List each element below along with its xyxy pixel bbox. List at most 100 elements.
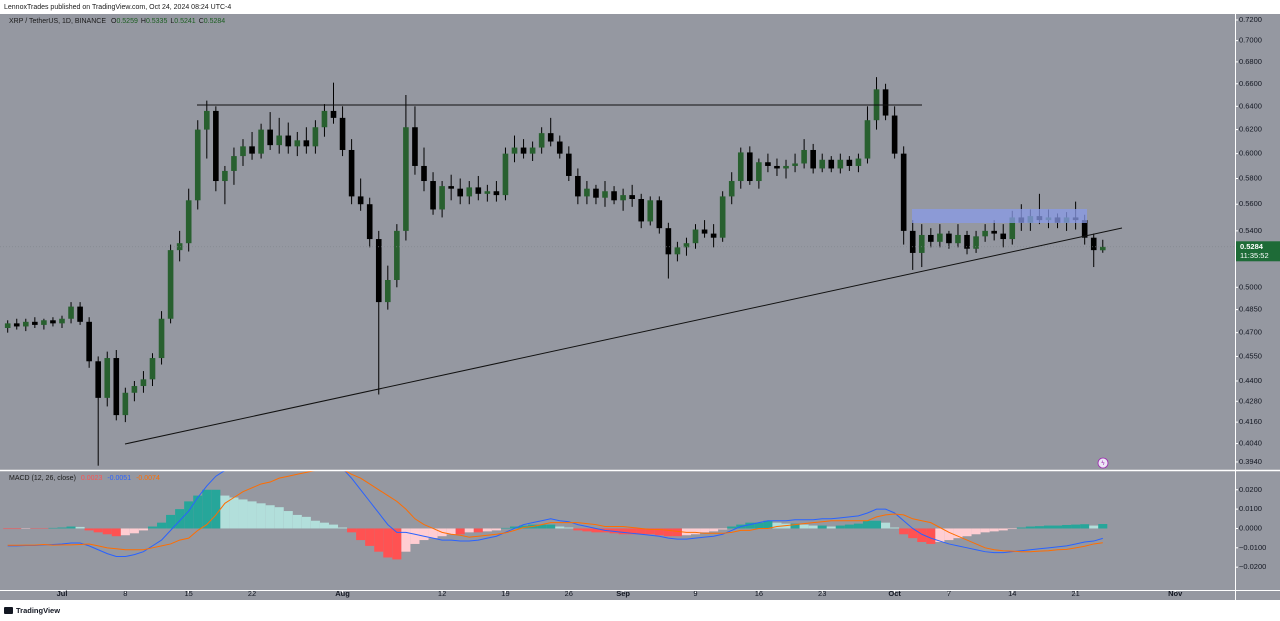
x-tick-label: 12 bbox=[438, 589, 446, 598]
candle-body bbox=[131, 386, 138, 393]
macd-histogram-bar bbox=[48, 527, 58, 529]
macd-histogram-bar bbox=[582, 528, 592, 532]
macd-histogram-bar bbox=[826, 526, 836, 529]
candle-body bbox=[439, 186, 445, 210]
candle-body bbox=[484, 191, 491, 194]
candle-body bbox=[900, 153, 907, 231]
macd-histogram-bar bbox=[283, 511, 293, 529]
candle-body bbox=[909, 230, 916, 253]
macd-histogram-bar bbox=[890, 527, 900, 529]
x-tick-label: Nov bbox=[1168, 589, 1183, 598]
candle-body bbox=[810, 149, 816, 169]
candle-body bbox=[529, 147, 536, 154]
macd-histogram-bar bbox=[310, 520, 320, 529]
candle-body bbox=[403, 127, 409, 231]
candle-body bbox=[774, 165, 780, 169]
macd-histogram-bar bbox=[790, 523, 800, 529]
macd-histogram-bar bbox=[473, 528, 483, 533]
macd-histogram-bar bbox=[428, 528, 438, 539]
macd-histogram-bar bbox=[799, 524, 809, 529]
macd-histogram-bar bbox=[319, 522, 329, 529]
macd-histogram-bar bbox=[980, 528, 990, 533]
macd-histogram-bar bbox=[446, 528, 456, 535]
brand-name: TradingView bbox=[16, 606, 60, 615]
candle-body bbox=[728, 181, 735, 197]
macd-histogram-bar bbox=[265, 505, 275, 529]
macd-histogram-bar bbox=[727, 526, 737, 529]
macd-histogram-bar bbox=[1007, 528, 1017, 530]
macd-histogram-bar bbox=[591, 528, 601, 533]
candle-body bbox=[384, 280, 391, 303]
candle-body bbox=[394, 230, 400, 281]
macd-histogram-bar bbox=[102, 528, 112, 535]
candle-body bbox=[737, 152, 744, 182]
candle-body bbox=[339, 117, 346, 150]
candle-body bbox=[32, 321, 38, 325]
macd-histogram-bar bbox=[663, 528, 673, 537]
y-tick-label: 0.4040 bbox=[1239, 439, 1262, 448]
y-tick-label: 0.3940 bbox=[1239, 457, 1262, 466]
candle-body bbox=[267, 129, 273, 146]
y-tick-label: 0.4550 bbox=[1239, 351, 1262, 360]
candle-body bbox=[647, 200, 654, 222]
candle-body bbox=[375, 239, 382, 303]
macd-histogram-bar bbox=[917, 528, 927, 543]
candle-body bbox=[891, 115, 898, 154]
macd-line bbox=[7, 471, 1103, 558]
macd-histogram-bar bbox=[120, 528, 130, 536]
macd-histogram-bar bbox=[555, 526, 565, 529]
candle-body bbox=[185, 200, 192, 244]
candle-body bbox=[964, 234, 970, 249]
macd-histogram-bar bbox=[66, 526, 76, 529]
ohlc-label: C bbox=[199, 18, 204, 25]
x-tick-label: 23 bbox=[818, 589, 826, 598]
macd-histogram-bar bbox=[383, 528, 393, 558]
ohlc-value: 0.5259 bbox=[116, 18, 138, 25]
candle-body bbox=[321, 110, 328, 128]
macd-histogram-bar bbox=[944, 528, 954, 541]
macd-histogram-bar bbox=[274, 507, 284, 529]
event-icon[interactable] bbox=[1097, 457, 1109, 469]
macd-histogram-bar bbox=[953, 528, 963, 539]
macd-histogram-bar bbox=[871, 520, 882, 529]
candle-body bbox=[50, 320, 56, 324]
candle-body bbox=[710, 233, 717, 238]
y-tick-label: 0.4160 bbox=[1239, 417, 1262, 426]
candle-body bbox=[674, 247, 681, 255]
macd-histogram-bar bbox=[881, 522, 891, 529]
macd-histogram-bar bbox=[672, 528, 682, 537]
macd-histogram-bar bbox=[1025, 526, 1035, 529]
macd-histogram-bar bbox=[853, 523, 863, 529]
candle-body bbox=[176, 243, 183, 251]
candle-body bbox=[41, 320, 47, 325]
ohlc-value: 0.5241 bbox=[174, 18, 196, 25]
signal-line bbox=[7, 471, 1103, 553]
candle-body bbox=[982, 230, 988, 237]
macd-histogram-bar bbox=[347, 528, 357, 533]
macd-histogram-bar bbox=[537, 524, 547, 529]
macd-histogram-bar bbox=[75, 526, 85, 529]
candle-body bbox=[593, 188, 599, 198]
candle-body bbox=[692, 229, 699, 244]
candle-body bbox=[249, 146, 255, 154]
ohlc-value: 0.5335 bbox=[146, 18, 168, 25]
macd-histogram-bar bbox=[645, 528, 655, 535]
candle-body bbox=[556, 141, 563, 154]
candle-body bbox=[122, 392, 129, 416]
symbol-legend: XRP / TetherUS, 1D, BINANCE O0.5259 H0.533… bbox=[9, 18, 225, 25]
macd-histogram-bar bbox=[84, 528, 94, 531]
candle-body bbox=[167, 250, 174, 319]
macd-legend-value: -0.0074 bbox=[136, 475, 160, 482]
y-tick-label: 0.4280 bbox=[1239, 396, 1262, 405]
y-tick-label: 0.4850 bbox=[1239, 305, 1262, 314]
macd-histogram-bar bbox=[138, 528, 148, 531]
candle-body bbox=[882, 89, 889, 116]
candle-body bbox=[357, 196, 364, 205]
candle-body bbox=[955, 234, 961, 244]
candle-body bbox=[22, 321, 29, 327]
y-tick-label: 0.4400 bbox=[1239, 376, 1262, 385]
macd-histogram-bar bbox=[491, 528, 501, 531]
candle-body bbox=[946, 233, 952, 244]
macd-histogram-bar bbox=[111, 528, 121, 537]
x-tick-label: 8 bbox=[123, 589, 127, 598]
